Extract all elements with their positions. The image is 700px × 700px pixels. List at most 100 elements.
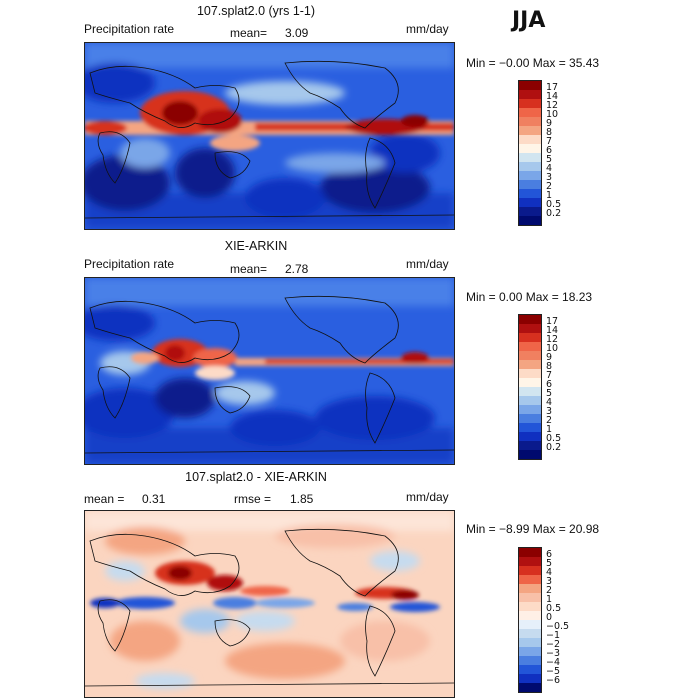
colorbar-swatch [519,575,541,584]
colorbar-swatch [519,620,541,629]
panel-1-units: mm/day [406,22,449,36]
colorbar-swatch [519,144,541,153]
panel-2-title: XIE-ARKIN [224,239,288,253]
colorbar-swatch [519,333,541,342]
colorbar-swatch [519,153,541,162]
colorbar-tick-label: 8 [546,361,553,372]
colorbar-tick-label: 2 [546,415,553,426]
colorbar-tick-label: 4 [546,567,553,578]
colorbar-swatch [519,683,541,692]
panel-2-mean-label: mean= [230,262,268,276]
panel-3-colorbar [518,547,542,693]
colorbar-swatch [519,315,541,324]
colorbar-swatch [519,629,541,638]
colorbar-swatch [519,638,541,647]
panel-2-mean-value: 2.78 [285,262,309,276]
colorbar-swatch [519,432,541,441]
panel-2-colorbar-swatches [519,315,541,459]
colorbar-swatch [519,584,541,593]
colorbar-swatch [519,207,541,216]
colorbar-tick-label: 1 [546,424,553,435]
season-label: JJA [512,8,546,33]
colorbar-tick-label: 17 [546,82,559,93]
colorbar-tick-label: 4 [546,397,553,408]
panel-2-colorbar [518,314,542,460]
colorbar-swatch [519,180,541,189]
colorbar-tick-label: 6 [546,549,553,560]
colorbar-swatch [519,126,541,135]
colorbar-tick-label: −4 [546,657,561,668]
panel-1-variable-label: Precipitation rate [84,22,175,36]
panel-3-rmse-value: 1.85 [290,492,314,506]
difference-map [85,511,454,697]
colorbar-tick-label: 4 [546,163,553,174]
colorbar-tick-label: 17 [546,316,559,327]
precip-map-model [85,43,454,229]
colorbar-swatch [519,396,541,405]
colorbar-tick-label: 3 [546,406,553,417]
panel-1-colorbar-swatches [519,81,541,225]
panel-1-mean-label: mean= [230,26,268,40]
colorbar-swatch [519,378,541,387]
colorbar-tick-label: −0.5 [546,621,570,632]
colorbar-swatch [519,647,541,656]
colorbar-tick-label: 7 [546,136,553,147]
colorbar-tick-label: 5 [546,154,553,165]
colorbar-tick-label: 5 [546,388,553,399]
panel-3-mean-value: 0.31 [142,492,166,506]
panel-3-rmse-label: rmse = [234,492,272,506]
colorbar-tick-label: 0.2 [546,442,562,453]
colorbar-swatch [519,593,541,602]
colorbar-tick-label: 12 [546,100,559,111]
colorbar-tick-label: 9 [546,118,553,129]
colorbar-tick-label: −1 [546,630,561,641]
colorbar-swatch [519,405,541,414]
colorbar-swatch [519,611,541,620]
colorbar-tick-label: 3 [546,576,553,587]
panel-3-units: mm/day [406,490,449,504]
colorbar-swatch [519,198,541,207]
colorbar-tick-label: 7 [546,370,553,381]
colorbar-swatch [519,90,541,99]
colorbar-tick-label: 12 [546,334,559,345]
colorbar-swatch [519,566,541,575]
colorbar-tick-label: 14 [546,91,559,102]
colorbar-swatch [519,108,541,117]
panel-2-map [84,277,455,465]
panel-2-units: mm/day [406,257,449,271]
colorbar-tick-label: 1 [546,594,553,605]
colorbar-tick-label: 1 [546,190,553,201]
panel-3-colorbar-swatches [519,548,541,692]
colorbar-swatch [519,135,541,144]
colorbar-swatch [519,423,541,432]
colorbar-tick-label: 0.2 [546,208,562,219]
colorbar-tick-label: 8 [546,127,553,138]
colorbar-swatch [519,171,541,180]
precip-map-observed [85,278,454,464]
colorbar-tick-label: 2 [546,585,553,596]
colorbar-tick-label: 5 [546,558,553,569]
colorbar-swatch [519,557,541,566]
colorbar-tick-label: 0.5 [546,433,562,444]
colorbar-tick-label: 14 [546,325,559,336]
colorbar-swatch [519,450,541,459]
colorbar-tick-label: 3 [546,172,553,183]
colorbar-tick-label: −6 [546,675,561,686]
colorbar-tick-label: 6 [546,379,553,390]
colorbar-tick-label: −5 [546,666,561,677]
colorbar-tick-label: 2 [546,181,553,192]
colorbar-swatch [519,81,541,90]
colorbar-swatch [519,216,541,225]
colorbar-swatch [519,360,541,369]
colorbar-tick-label: 10 [546,109,559,120]
colorbar-swatch [519,117,541,126]
colorbar-swatch [519,548,541,557]
colorbar-swatch [519,656,541,665]
colorbar-tick-label: 9 [546,352,553,363]
colorbar-tick-label: 6 [546,145,553,156]
colorbar-tick-label: 0 [546,612,553,623]
colorbar-swatch [519,369,541,378]
panel-1-mean-value: 3.09 [285,26,309,40]
colorbar-tick-label: 0.5 [546,199,562,210]
panel-3-map [84,510,455,698]
